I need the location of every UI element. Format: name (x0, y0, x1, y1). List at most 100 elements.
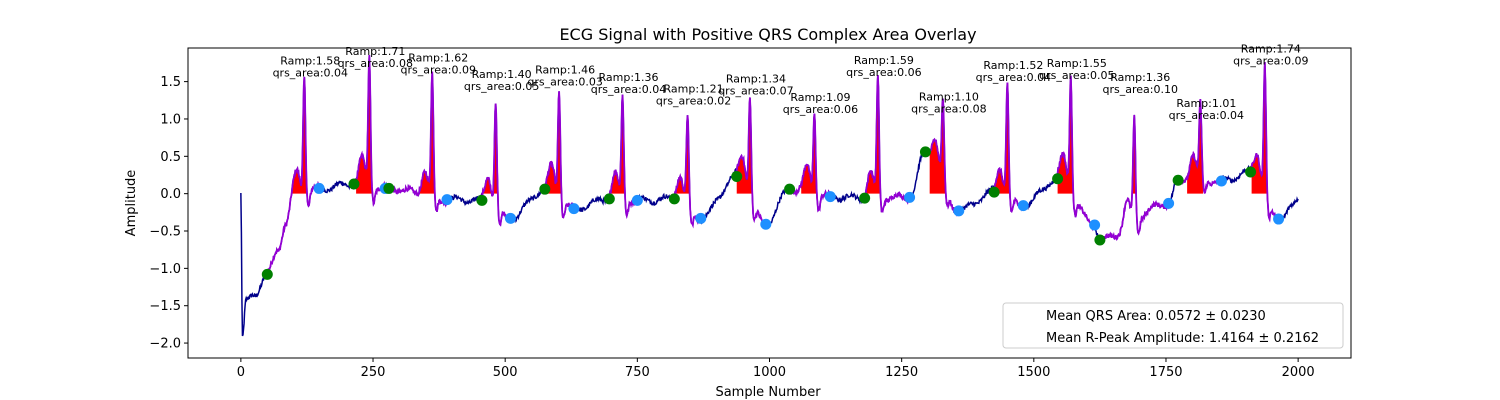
qrs-segment-line (266, 76, 320, 275)
y-tick-label: −1.0 (149, 262, 181, 277)
r-amplitude-label: Ramp:1.21 (664, 82, 724, 95)
qrs-offset-marker (904, 191, 916, 203)
legend-entry-mean-r-peak-amplitude: Mean R-Peak Amplitude: 1.4164 ± 0.2162 (1046, 331, 1319, 346)
qrs-area-label: qrs_area:0.04 (1169, 109, 1244, 122)
qrs-area-label: qrs_area:0.05 (1039, 69, 1114, 82)
axis-ticks: 0 250 500 750 1000 1250 1500 1750 2000 −2.0 −1.5 −1… (149, 75, 1314, 380)
qrs-onset-marker (348, 178, 360, 190)
qrs-segment-line (1249, 62, 1279, 225)
qrs-offset-marker (504, 212, 516, 224)
legend-box (1002, 302, 1344, 349)
qrs-segment-line (388, 71, 448, 212)
qrs-area-label: qrs_area:0.04 (591, 83, 666, 96)
qrs-offset-marker (1163, 197, 1175, 209)
r-amplitude-label: Ramp:1.62 (408, 52, 468, 65)
r-amplitude-label: Ramp:1.01 (1176, 97, 1236, 110)
qrs-onset-marker (383, 182, 395, 194)
plot-area: Ramp:1.58qrs_area:0.04Ramp:1.71qrs_area:… (240, 43, 1309, 337)
r-amplitude-label: Ramp:1.09 (790, 91, 850, 104)
qrs-area-label: qrs_area:0.08 (911, 102, 986, 115)
y-axis-label: Amplitude (124, 170, 139, 237)
qrs-area-label: qrs_area:0.07 (718, 85, 793, 98)
y-tick-label: 1.0 (160, 112, 181, 127)
x-tick-label: 0 (237, 365, 245, 380)
qrs-onset-marker (668, 193, 680, 205)
qrs-offset-marker (1273, 213, 1285, 225)
qrs-offset-marker (1017, 200, 1029, 212)
qrs-offset-marker (631, 194, 643, 206)
r-amplitude-label: Ramp:1.59 (854, 54, 914, 67)
qrs-onset-marker (731, 170, 743, 182)
qrs-onset-marker (988, 186, 1000, 198)
qrs-offset-marker (695, 212, 707, 224)
qrs-onset-marker (1172, 174, 1184, 186)
qrs-area-fill (1057, 75, 1074, 194)
r-amplitude-label: Ramp:1.46 (535, 64, 595, 77)
legend-entry-mean-qrs-area: Mean QRS Area: 0.0572 ± 0.0230 (1046, 309, 1266, 324)
qrs-offset-marker (1215, 175, 1227, 187)
qrs-area-label: qrs_area:0.04 (976, 71, 1051, 84)
qrs-segment-line (544, 91, 575, 219)
x-tick-label: 500 (493, 365, 518, 380)
qrs-onset-marker (1094, 234, 1106, 246)
chart-title: ECG Signal with Positive QRS Complex Are… (559, 25, 976, 44)
r-amplitude-label: Ramp:1.36 (599, 71, 659, 84)
qrs-onset-marker (1245, 166, 1257, 178)
qrs-area-label: qrs_area:0.06 (846, 66, 921, 79)
qrs-offset-marker (313, 182, 325, 194)
qrs-segment-line (924, 98, 960, 217)
qrs-area-label: qrs_area:0.10 (1103, 83, 1178, 96)
y-tick-label: −2.0 (149, 337, 181, 352)
qrs-offset-marker (568, 203, 580, 215)
qrs-area-label: qrs_area:0.09 (1233, 55, 1308, 68)
y-tick-label: −1.5 (149, 299, 181, 314)
qrs-onset-marker (859, 192, 871, 204)
y-tick-label: 0.5 (160, 150, 181, 165)
x-tick-label: 1250 (885, 365, 918, 380)
x-axis-label: Sample Number (715, 385, 821, 400)
x-tick-label: 1750 (1149, 365, 1182, 380)
qrs-onset-marker (539, 183, 551, 195)
qrs-area-label: qrs_area:0.08 (338, 57, 413, 70)
r-amplitude-label: Ramp:1.10 (919, 90, 979, 103)
qrs-onset-marker (1052, 173, 1064, 185)
qrs-area-label: qrs_area:0.09 (400, 64, 475, 77)
x-tick-label: 1000 (753, 365, 786, 380)
qrs-onset-marker (919, 146, 931, 158)
x-tick-label: 2000 (1282, 365, 1315, 380)
legend: Mean QRS Area: 0.0572 ± 0.0230 Mean R-Pe… (1002, 302, 1344, 349)
x-tick-label: 750 (625, 365, 650, 380)
qrs-segment-line (1177, 99, 1222, 194)
r-amplitude-label: Ramp:1.74 (1241, 43, 1301, 56)
qrs-area-label: qrs_area:0.05 (464, 80, 539, 93)
qrs-area-label: qrs_area:0.06 (783, 103, 858, 116)
qrs-offset-marker (953, 205, 965, 217)
qrs-offset-marker (1089, 219, 1101, 231)
qrs-area-label: qrs_area:0.04 (273, 67, 348, 80)
y-tick-label: 0.0 (160, 187, 181, 202)
qrs-onset-marker (784, 183, 796, 195)
x-tick-label: 250 (361, 365, 386, 380)
qrs-offset-marker (824, 191, 836, 203)
y-tick-label: −0.5 (149, 225, 181, 240)
qrs-area-label: qrs_area:0.03 (527, 76, 602, 89)
qrs-onset-marker (476, 194, 488, 206)
qrs-area-label: qrs_area:0.02 (656, 94, 731, 107)
r-amplitude-label: Ramp:1.40 (472, 68, 532, 81)
y-tick-label: 1.5 (160, 75, 181, 90)
qrs-segment-line (1099, 114, 1170, 244)
x-tick-label: 1500 (1017, 365, 1050, 380)
qrs-offset-marker (441, 194, 453, 206)
qrs-area-fill (929, 98, 946, 194)
r-amplitude-label: Ramp:1.52 (983, 59, 1043, 72)
qrs-segment-line (863, 75, 911, 213)
r-amplitude-label: Ramp:1.55 (1047, 57, 1107, 70)
qrs-area-fill (1187, 99, 1203, 194)
qrs-onset-marker (603, 193, 615, 205)
qrs-onset-marker (261, 268, 273, 280)
qrs-area-fill (801, 113, 818, 194)
r-amplitude-label: Ramp:1.58 (280, 55, 340, 68)
qrs-segment-line (788, 113, 831, 213)
qrs-segment-line (1056, 75, 1096, 232)
